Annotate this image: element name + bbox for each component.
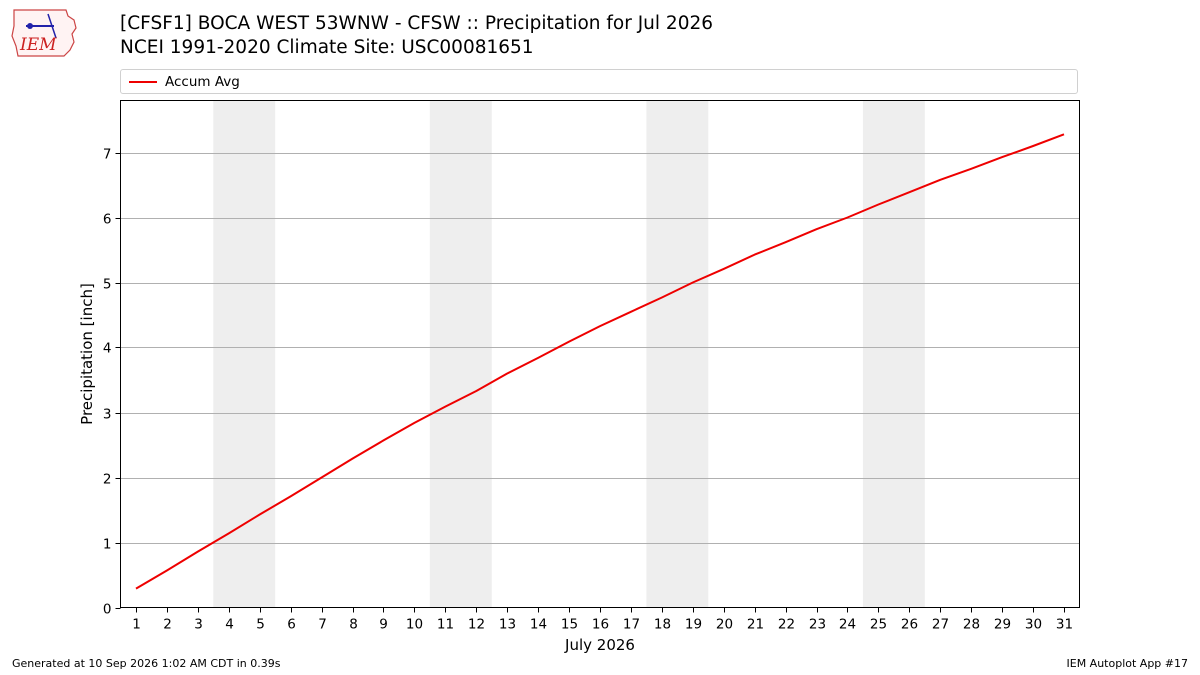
y-tick-label-6: 6 <box>103 212 112 228</box>
x-tick-label-6: 6 <box>287 617 296 633</box>
legend-label: Accum Avg <box>165 74 240 90</box>
x-tick-label-9: 9 <box>379 617 388 633</box>
x-tick-label-17: 17 <box>623 617 640 633</box>
y-tick-label-5: 5 <box>103 277 112 293</box>
x-tick-label-30: 30 <box>1025 617 1042 633</box>
x-tick-label-4: 4 <box>225 617 234 633</box>
x-tick-label-12: 12 <box>468 617 485 633</box>
x-tick-label-2: 2 <box>163 617 172 633</box>
x-tick-label-1: 1 <box>132 617 141 633</box>
y-tick-label-1: 1 <box>103 537 112 553</box>
x-tick-label-16: 16 <box>592 617 609 633</box>
y-tick-label-3: 3 <box>103 407 112 423</box>
x-tick-label-14: 14 <box>530 617 547 633</box>
iowa-outline-shape <box>11 9 77 57</box>
x-tick-label-7: 7 <box>318 617 327 633</box>
x-tick-label-15: 15 <box>561 617 578 633</box>
iem-logo: IEM <box>11 9 77 57</box>
weekend-shade-0 <box>213 100 276 608</box>
x-tick-label-8: 8 <box>349 617 358 633</box>
x-tick-label-20: 20 <box>716 617 733 633</box>
y-tick-label-2: 2 <box>103 472 112 488</box>
weekend-shade-1 <box>429 100 492 608</box>
title-line-2: NCEI 1991-2020 Climate Site: USC00081651 <box>120 37 534 58</box>
x-tick-label-19: 19 <box>685 617 702 633</box>
y-tick-label-4: 4 <box>103 341 112 357</box>
x-tick-label-24: 24 <box>839 617 856 633</box>
x-tick-label-3: 3 <box>194 617 203 633</box>
y-axis-label: Precipitation [inch] <box>78 283 96 425</box>
x-tick-label-28: 28 <box>963 617 980 633</box>
x-tick-label-31: 31 <box>1056 617 1073 633</box>
weekend-shade-3 <box>862 100 925 608</box>
x-tick-label-22: 22 <box>778 617 795 633</box>
x-tick-label-11: 11 <box>437 617 454 633</box>
x-tick-label-21: 21 <box>747 617 764 633</box>
x-tick-label-5: 5 <box>256 617 265 633</box>
x-tick-label-13: 13 <box>499 617 516 633</box>
legend-swatch <box>129 81 157 83</box>
x-tick-label-18: 18 <box>654 617 671 633</box>
x-tick-label-10: 10 <box>406 617 423 633</box>
logo-text: IEM <box>19 35 57 55</box>
x-tick-label-29: 29 <box>994 617 1011 633</box>
y-tick-label-0: 0 <box>103 602 112 618</box>
title-line-1: [CFSF1] BOCA WEST 53WNW - CFSW :: Precip… <box>120 13 714 34</box>
legend: Accum Avg <box>120 69 1078 94</box>
weekend-shade-2 <box>646 100 709 608</box>
chart-title: [CFSF1] BOCA WEST 53WNW - CFSW :: Precip… <box>120 12 713 60</box>
series-line-accum-avg <box>135 133 1065 590</box>
x-tick-label-27: 27 <box>932 617 949 633</box>
generated-timestamp: Generated at 10 Sep 2026 1:02 AM CDT in … <box>12 657 281 670</box>
x-tick-label-26: 26 <box>901 617 918 633</box>
app-label: IEM Autoplot App #17 <box>1066 657 1189 670</box>
y-tick-label-7: 7 <box>103 147 112 163</box>
x-axis-label: July 2026 <box>564 636 635 654</box>
x-tick-label-23: 23 <box>809 617 826 633</box>
x-tick-label-25: 25 <box>870 617 887 633</box>
